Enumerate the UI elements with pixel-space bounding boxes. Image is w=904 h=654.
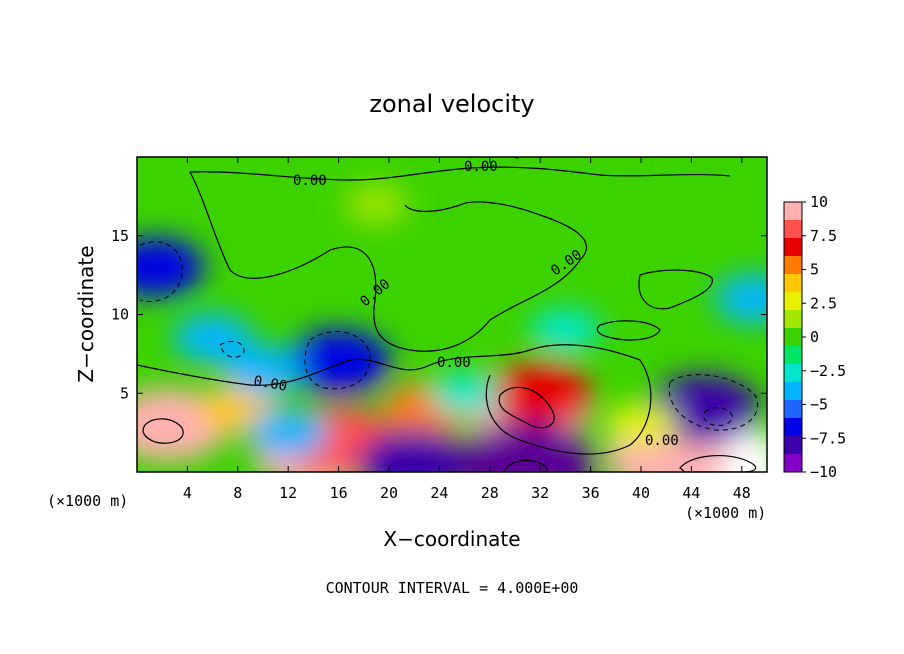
- colorbar-segment-9: [784, 364, 802, 383]
- x-tick-label-5: 24: [430, 484, 448, 502]
- x-tick-label-0: 4: [183, 484, 192, 502]
- colorbar-tick-label-7: −7.5: [810, 429, 846, 447]
- colorbar-tick-label-6: −5: [810, 396, 828, 414]
- x-tick-label-1: 8: [233, 484, 242, 502]
- colorbar-segment-2: [784, 238, 802, 257]
- colorbar-segment-7: [784, 328, 802, 347]
- zero-contour-mid: [137, 344, 652, 455]
- x-unit-right: (×1000 m): [685, 504, 766, 522]
- x-axis-label: X−coordinate: [383, 527, 520, 551]
- colorbar-segment-12: [784, 418, 802, 437]
- contour-label-7: 0.00: [645, 433, 679, 449]
- x-tick-label-9: 40: [632, 484, 650, 502]
- colorbar: [783, 201, 803, 473]
- x-tick-label-7: 32: [531, 484, 549, 502]
- field-feature-9: [286, 329, 392, 395]
- colorbar-tick-label-8: −10: [810, 463, 837, 481]
- field-feature-20: [605, 402, 677, 447]
- field-feature-18: [428, 371, 501, 416]
- negative-contours: [139, 157, 758, 431]
- colorbar-tick-label-3: 2.5: [810, 294, 837, 312]
- contour-red-core-left: [142, 418, 184, 444]
- x-tick-label-10: 44: [682, 484, 700, 502]
- x-tick-label-8: 36: [582, 484, 600, 502]
- colorbar-segment-11: [784, 400, 802, 419]
- x-tick-label-3: 16: [330, 484, 348, 502]
- colorbar-segment-13: [784, 436, 802, 455]
- colorbar-segment-8: [784, 346, 802, 365]
- neg-contour-top: [469, 157, 521, 161]
- x-tick-label-4: 20: [380, 484, 398, 502]
- colorbar-segment-1: [784, 220, 802, 239]
- colorbar-tick-label-1: 7.5: [810, 227, 837, 245]
- x-tick-label-2: 12: [279, 484, 297, 502]
- y-tick-label-0: 5: [120, 384, 129, 402]
- contour-label-2: 0.00: [464, 159, 498, 175]
- colorbar-tick-label-4: 0: [810, 328, 819, 346]
- field-feature-12: [714, 274, 767, 324]
- contour-label-5: 0.00: [437, 355, 471, 371]
- x-tick-label-11: 48: [733, 484, 751, 502]
- colorbar-segment-5: [784, 292, 802, 311]
- x-unit-left: (×1000 m): [47, 492, 128, 510]
- contour-interval-footer: CONTOUR INTERVAL = 4.000E+00: [326, 579, 579, 597]
- colorbar-segment-0: [784, 202, 802, 221]
- y-axis-label: Z−coordinate: [74, 245, 98, 382]
- field-feature-10: [137, 237, 205, 298]
- neg-contour-mid: [219, 341, 245, 358]
- colorbar-segment-10: [784, 382, 802, 401]
- y-tick-label-2: 15: [111, 227, 129, 245]
- chart-title: zonal velocity: [369, 90, 534, 118]
- field-feature-21: [172, 313, 253, 363]
- neg-contour-center: [304, 331, 371, 390]
- plot-area: 0.00 0.00 0.00 0.00 0.00 0.00 0.00: [137, 157, 767, 472]
- field-feature-4: [487, 360, 593, 426]
- x-tick-label-6: 28: [481, 484, 499, 502]
- field-feature-19: [344, 184, 409, 224]
- neg-contour-left: [139, 241, 183, 302]
- contour-right-islands: [596, 320, 661, 341]
- field-blobs: [137, 184, 767, 472]
- field-feature-17: [222, 344, 304, 395]
- field-feature-13: [357, 429, 471, 472]
- zero-contour-plateau: [189, 171, 587, 352]
- colorbar-tick-label-5: −2.5: [810, 362, 846, 380]
- y-tick-label-1: 10: [111, 306, 129, 324]
- contour-label-1: 0.00: [293, 173, 327, 189]
- field-feature-16: [529, 308, 602, 353]
- contour-red-core-mid: [498, 386, 555, 429]
- y-axis-ticks: 5 10 15: [111, 227, 767, 402]
- field-feature-14: [458, 421, 597, 472]
- neg-contour-right: [668, 374, 758, 431]
- colorbar-segment-3: [784, 256, 802, 275]
- contour-white-core-mid: [504, 459, 549, 472]
- contour-lines: [137, 166, 757, 472]
- colorbar-tick-label-2: 5: [810, 261, 819, 279]
- colorbar-tick-label-0: 10: [810, 193, 828, 211]
- zero-contour-upper: [189, 166, 731, 181]
- contour-upper-right: [638, 269, 713, 310]
- neg-contour-core-right: [702, 407, 733, 427]
- field-feature-15: [248, 407, 329, 458]
- colorbar-segment-4: [784, 274, 802, 293]
- contour-label-6: 0.00: [252, 373, 288, 395]
- x-axis-ticks: 4 8 12 16 20 24 28 32 36 40 44 48: [183, 157, 751, 502]
- colorbar-segment-6: [784, 310, 802, 329]
- colorbar-segment-14: [784, 454, 802, 473]
- colorbar-ticks: 10 7.5 5 2.5 0 −2.5 −5 −7.5 −10: [802, 193, 846, 481]
